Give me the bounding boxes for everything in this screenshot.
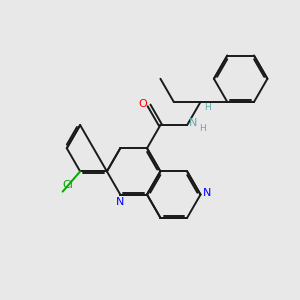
Text: N: N (116, 197, 124, 207)
Text: Cl: Cl (63, 180, 74, 190)
Text: H: H (199, 124, 206, 133)
Text: N: N (189, 118, 197, 128)
Text: N: N (203, 188, 211, 198)
Text: O: O (138, 99, 147, 109)
Text: H: H (204, 103, 210, 112)
